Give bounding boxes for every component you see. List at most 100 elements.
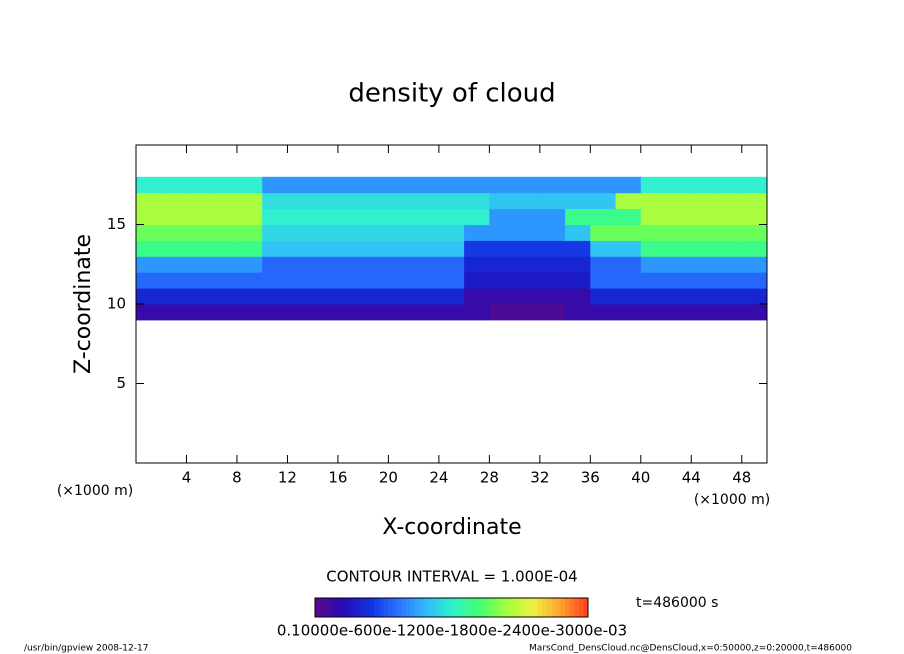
cell — [388, 240, 415, 257]
colorbar-swatch — [442, 598, 448, 617]
colorbar-swatch — [324, 598, 329, 617]
colorbar-swatch — [519, 598, 525, 617]
cell — [136, 240, 162, 257]
cell — [262, 192, 288, 210]
y-axis-label: Z-coordinate — [71, 234, 96, 374]
y-unit: (×1000 m) — [57, 483, 133, 499]
cell — [741, 240, 768, 257]
cell — [211, 176, 238, 194]
cell — [590, 176, 617, 194]
cell — [716, 224, 743, 241]
cell — [666, 288, 692, 305]
colorbar-swatch — [456, 598, 461, 617]
cell — [161, 176, 187, 194]
cell — [741, 192, 768, 210]
cell — [691, 208, 718, 225]
cell — [489, 176, 516, 194]
cell — [413, 304, 440, 321]
cell — [413, 224, 440, 241]
cell — [236, 208, 263, 225]
cell — [262, 224, 288, 241]
cell — [262, 176, 288, 194]
cell — [161, 192, 187, 210]
cell — [640, 272, 667, 289]
cell — [186, 256, 213, 273]
colorbar-swatch — [533, 598, 539, 617]
x-tick-label: 8 — [232, 469, 242, 487]
colorbar-swatch — [387, 598, 393, 617]
cell — [363, 304, 389, 321]
x-tick-label: 48 — [732, 469, 751, 487]
cell — [287, 224, 314, 241]
cell — [161, 288, 187, 305]
cell — [438, 256, 465, 273]
cell — [539, 272, 566, 289]
cell — [161, 208, 187, 225]
cell — [363, 208, 389, 225]
x-tick-label: 36 — [581, 469, 600, 487]
cell — [666, 224, 692, 241]
cell — [337, 272, 364, 289]
cell — [337, 240, 364, 257]
cell — [211, 256, 238, 273]
cell — [186, 224, 213, 241]
cell — [691, 272, 718, 289]
cell — [640, 304, 667, 321]
cell — [489, 256, 516, 273]
colorbar-swatch — [465, 598, 470, 617]
colorbar-swatch — [501, 598, 507, 617]
cell — [186, 240, 213, 257]
cell — [438, 208, 465, 225]
cell — [388, 176, 415, 194]
cell — [413, 272, 440, 289]
cell — [640, 192, 667, 210]
cell — [539, 256, 566, 273]
cell — [186, 288, 213, 305]
cell — [590, 272, 617, 289]
cell — [337, 224, 364, 241]
cell — [716, 240, 743, 257]
cell — [514, 240, 541, 257]
colorbar-frame — [314, 597, 589, 618]
cell — [539, 192, 566, 210]
cell — [464, 288, 490, 305]
cell — [716, 176, 743, 194]
cell — [337, 304, 364, 321]
cell — [388, 224, 415, 241]
cell — [413, 208, 440, 225]
cell — [161, 224, 187, 241]
cell — [489, 192, 516, 210]
cell — [489, 240, 516, 257]
cell — [691, 256, 718, 273]
cell — [211, 288, 238, 305]
cell — [640, 288, 667, 305]
cell — [312, 288, 339, 305]
cell — [615, 192, 642, 210]
cell — [287, 304, 314, 321]
colorbar-swatch — [547, 598, 552, 617]
cell — [413, 240, 440, 257]
colorbar-swatch — [551, 598, 557, 617]
cell — [136, 224, 162, 241]
cell — [640, 224, 667, 241]
cell — [236, 224, 263, 241]
colorbar-swatch — [419, 598, 425, 617]
cell — [363, 176, 389, 194]
colorbar-swatch — [510, 598, 516, 617]
cell — [565, 192, 591, 210]
cell — [615, 240, 642, 257]
cell — [565, 304, 591, 321]
cell — [186, 272, 213, 289]
cell — [438, 304, 465, 321]
cell — [565, 256, 591, 273]
cell — [615, 208, 642, 225]
colorbar-swatch — [315, 598, 320, 617]
cell — [211, 240, 238, 257]
cell — [514, 192, 541, 210]
colorbar-swatch — [328, 598, 334, 617]
colorbar-swatch — [424, 598, 430, 617]
cell — [413, 288, 440, 305]
cell — [312, 256, 339, 273]
cell — [565, 288, 591, 305]
